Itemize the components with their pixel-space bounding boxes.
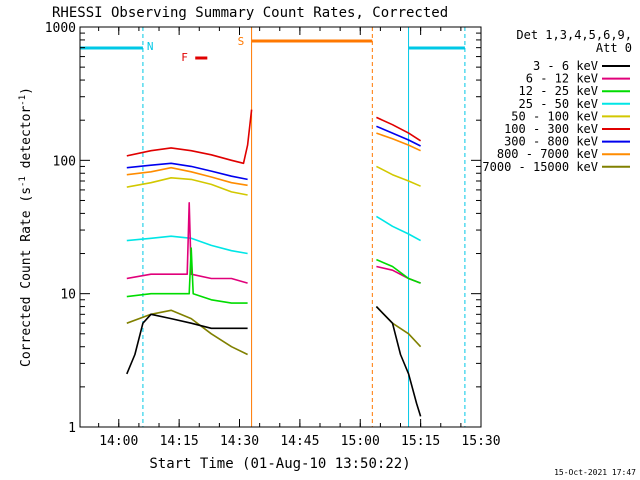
x-tick-label-0: 14:00 (99, 434, 138, 449)
legend-label-5: 100 - 300 keV (504, 122, 598, 136)
legend-label-7: 800 - 7000 keV (497, 147, 598, 161)
legend-label-3: 25 - 50 keV (519, 97, 598, 111)
series-12to25keV-segment-0 (126, 247, 248, 304)
legend-label-6: 300 - 800 keV (504, 135, 598, 149)
y-tick-label-2: 100 (53, 154, 76, 169)
series-50to100keV-segment-1 (376, 165, 421, 187)
y-axis-label-mid: detector (19, 106, 34, 177)
x-tick-label-5: 15:15 (401, 434, 440, 449)
x-tick-label-1: 14:15 (160, 434, 199, 449)
x-axis-label: Start Time (01-Aug-10 13:50:22) (149, 456, 410, 472)
x-tick-label-4: 15:00 (341, 434, 380, 449)
legend-label-8: 7000 - 15000 keV (482, 160, 598, 174)
x-tick-label-2: 14:30 (220, 434, 259, 449)
legend-label-1: 6 - 12 keV (526, 72, 598, 86)
series-7000to15000keV-segment-0 (126, 309, 248, 356)
series-25to50keV-segment-0 (126, 235, 248, 255)
series-3to6keV-segment-1 (375, 306, 422, 417)
series-800to7000keV-segment-1 (376, 132, 421, 152)
legend-label-0: 3 - 6 keV (533, 59, 598, 73)
series-300to800keV-segment-1 (376, 125, 421, 147)
series-25to50keV-segment-1 (375, 215, 421, 242)
x-tick-label-6: 15:30 (461, 434, 500, 449)
y-axis-label: Corrected Count Rate (s-1 detector-1) (18, 87, 34, 367)
axis-layer: 14:00 14:15 14:30 14:45 15:00 15:15 15:30 1 10 10… (45, 21, 501, 449)
y-axis-label-main: Corrected Count Rate (s (19, 187, 34, 367)
footer-timestamp: 15-Oct-2021 17:47 (554, 468, 636, 477)
series-layer (126, 109, 422, 417)
flag-saa-label: S (238, 35, 245, 48)
legend-label-2: 12 - 25 keV (519, 84, 598, 98)
series-100to300keV-segment-0 (126, 109, 253, 165)
chart-title: RHESSI Observing Summary Count Rates, Co… (52, 5, 448, 21)
series-800to7000keV-segment-0 (126, 166, 248, 187)
series-50to100keV-segment-0 (126, 177, 248, 196)
flag-night-label: N (147, 40, 154, 53)
legend-header-2: Att 0 (596, 41, 632, 55)
y-axis-label-exp-2: -1 (18, 95, 28, 106)
y-axis-label-end: ) (19, 87, 34, 95)
y-tick-label-0: 1 (68, 421, 76, 436)
series-6to12keV-segment-0 (126, 202, 248, 284)
legend-header-1: Det 1,3,4,5,6,9, (516, 28, 632, 42)
legend-label-4: 50 - 100 keV (511, 109, 598, 123)
x-tick-label-3: 14:45 (280, 434, 319, 449)
y-tick-label-3: 1000 (45, 21, 76, 36)
flag-flare-label: F (181, 51, 188, 64)
series-100to300keV-segment-1 (376, 116, 422, 142)
series-12to25keV-segment-1 (376, 258, 421, 284)
flags-layer: N F S (80, 27, 466, 427)
y-tick-label-1: 10 (60, 288, 76, 303)
series-3to6keV-segment-0 (126, 313, 248, 375)
y-axis-label-exp-1: -1 (18, 176, 28, 187)
series-300to800keV-segment-0 (126, 162, 248, 181)
plot-frame (79, 26, 482, 428)
